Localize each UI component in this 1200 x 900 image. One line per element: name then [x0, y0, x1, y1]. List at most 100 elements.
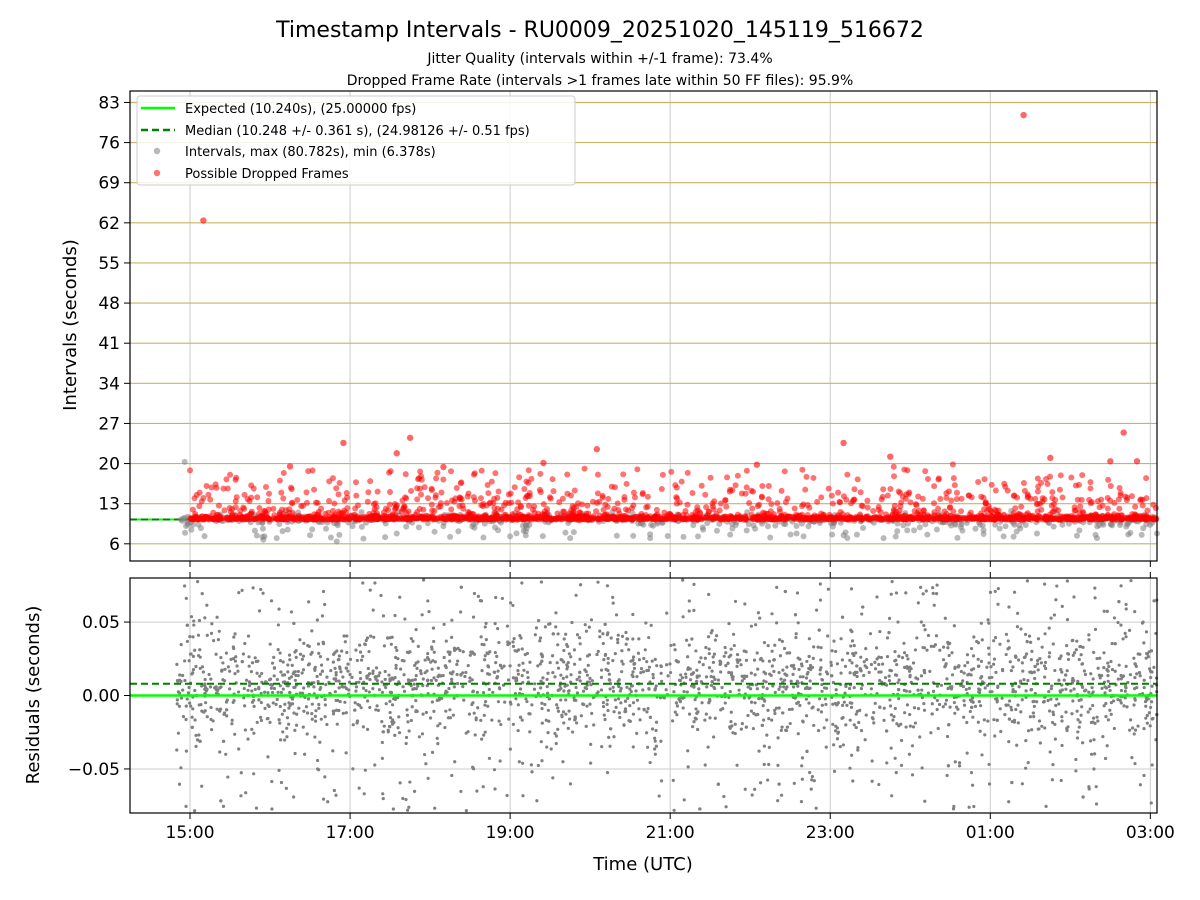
residual-point: [607, 672, 611, 676]
residual-point: [482, 713, 486, 717]
residual-point: [708, 716, 712, 720]
residual-point: [935, 684, 940, 688]
residual-point: [379, 593, 383, 598]
residual-point: [318, 655, 323, 659]
residual-point: [620, 670, 624, 674]
residual-point: [1132, 656, 1136, 660]
residual-point: [970, 783, 975, 787]
residual-point: [638, 718, 642, 722]
dropped-frame-point: [890, 473, 897, 480]
interval-point: [880, 535, 887, 542]
residual-point: [292, 711, 296, 715]
residual-point: [820, 703, 824, 707]
dropped-frame-point: [950, 515, 957, 522]
dropped-frame-point: [950, 508, 957, 515]
residual-point: [540, 721, 544, 725]
interval-point: [1002, 523, 1009, 530]
residual-point: [864, 713, 868, 717]
residual-point: [835, 662, 840, 666]
residual-point: [625, 685, 629, 689]
residual-point: [374, 666, 379, 670]
residual-point: [636, 651, 641, 655]
residual-point: [643, 648, 647, 652]
dropped-frame-point: [294, 497, 301, 504]
residual-point: [616, 633, 620, 637]
residual-point: [905, 703, 910, 707]
residual-point: [407, 651, 411, 655]
residual-point: [703, 718, 707, 722]
residual-point: [687, 609, 691, 613]
dropped-frame-point: [826, 515, 833, 522]
residual-point: [605, 698, 609, 702]
dropped-frame-point: [1124, 515, 1131, 522]
residual-point: [350, 675, 354, 679]
interval-point: [690, 522, 697, 529]
dropped-frame-point: [425, 495, 432, 502]
residual-point: [985, 665, 989, 669]
dropped-frame-point: [382, 514, 389, 521]
dropped-frame-point: [199, 513, 206, 520]
residual-point: [1057, 702, 1061, 706]
dropped-frame-point: [922, 468, 929, 475]
dropped-frame-point: [1045, 515, 1052, 522]
residual-point: [844, 723, 848, 727]
residual-point: [969, 770, 974, 775]
residual-point: [1095, 715, 1099, 719]
residual-point: [361, 654, 365, 658]
residual-point: [305, 732, 309, 736]
interval-point: [279, 528, 286, 535]
residual-point: [215, 615, 219, 619]
residual-point: [669, 643, 673, 648]
residual-point: [484, 638, 488, 642]
residual-point: [851, 779, 855, 783]
dropped-frame-point: [265, 506, 272, 513]
residual-point: [631, 670, 635, 674]
residual-point: [879, 655, 883, 660]
dropped-frame-point: [723, 503, 730, 510]
residual-point: [1140, 621, 1145, 625]
dropped-frame-point: [581, 465, 588, 472]
dropped-frame-point: [491, 504, 498, 511]
residual-point: [848, 766, 852, 770]
residual-point: [302, 641, 306, 645]
residual-point: [1105, 744, 1109, 748]
residual-point: [1128, 673, 1133, 677]
residual-point: [177, 782, 182, 786]
residual-point: [321, 797, 326, 801]
residual-point: [283, 738, 287, 742]
dropped-frame-point: [453, 484, 460, 491]
dropped-frame-point: [233, 474, 240, 481]
dropped-frame-point: [1051, 515, 1058, 522]
residual-point: [506, 643, 510, 647]
dropped-frame-point: [585, 516, 592, 523]
residual-point: [562, 689, 566, 693]
residual-point: [840, 658, 844, 662]
residual-point: [695, 674, 699, 678]
residual-point: [260, 671, 264, 676]
residual-point: [493, 787, 497, 791]
residual-point: [953, 666, 957, 670]
residual-point: [508, 664, 512, 668]
residual-point: [1055, 697, 1059, 701]
residual-point: [234, 655, 238, 659]
dropped-frame-point: [508, 499, 515, 506]
residual-point: [812, 723, 816, 728]
residual-point: [600, 745, 604, 749]
interval-point: [729, 520, 736, 527]
dropped-frame-point: [765, 482, 772, 489]
residual-point: [414, 628, 418, 632]
dropped-frame-point: [254, 494, 261, 501]
residual-point: [674, 701, 679, 705]
residual-point: [1126, 680, 1130, 685]
residual-point: [904, 591, 908, 595]
dropped-frame-point: [890, 463, 897, 470]
dropped-frame-point: [438, 489, 445, 496]
residual-point: [383, 669, 387, 674]
residual-point: [1144, 704, 1148, 708]
residual-point: [620, 634, 625, 638]
residual-point: [197, 618, 202, 623]
residual-point: [832, 639, 836, 643]
dropped-frame-point: [208, 515, 215, 522]
residual-point: [626, 696, 630, 700]
dropped-frame-point: [392, 511, 399, 518]
